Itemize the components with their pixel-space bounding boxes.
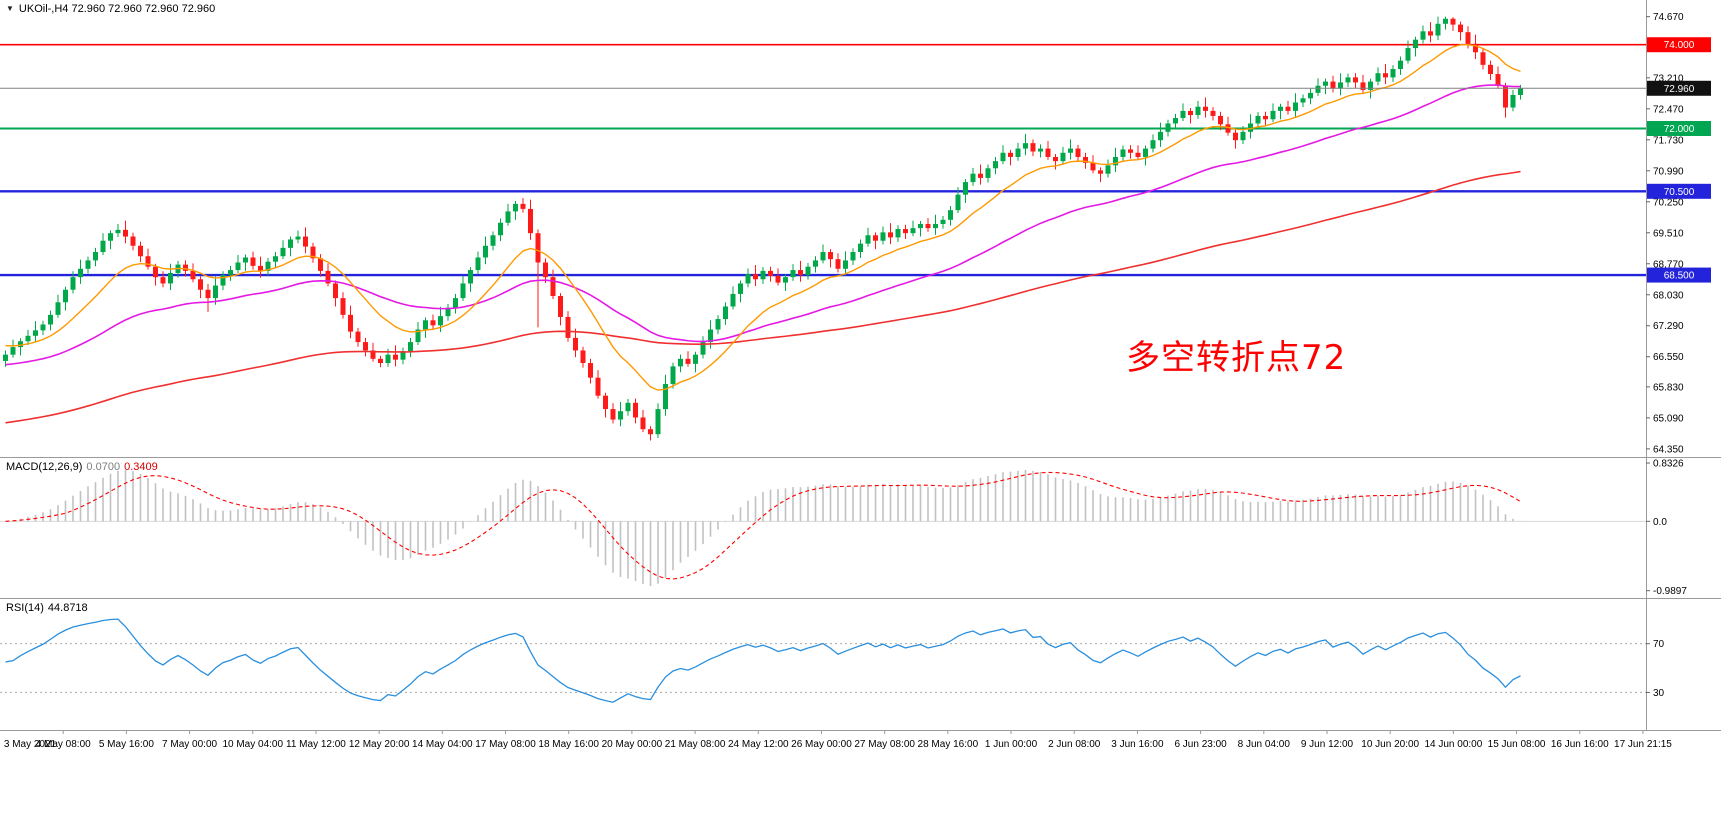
time-axis-label: 11 May 12:00 bbox=[286, 739, 346, 750]
time-axis-label: 17 Jun 21:15 bbox=[1614, 739, 1672, 750]
time-axis-label: 16 Jun 16:00 bbox=[1551, 739, 1609, 750]
rsi-line bbox=[5, 618, 1521, 703]
time-axis-label: 3 Jun 16:00 bbox=[1111, 739, 1164, 750]
rsi-panel bbox=[0, 618, 1646, 703]
macd-tick-label: 0.8326 bbox=[1653, 459, 1684, 470]
rsi-name: RSI(14) bbox=[6, 602, 44, 614]
price-tick-label: 74.670 bbox=[1653, 12, 1684, 23]
price-tick-label: 70.250 bbox=[1653, 197, 1684, 208]
price-badge bbox=[1647, 37, 1711, 53]
time-axis-label: 10 May 04:00 bbox=[222, 739, 283, 750]
macd-name: MACD(12,26,9) bbox=[6, 461, 83, 473]
price-badge bbox=[1647, 80, 1711, 96]
chart-header: ▼ UKOil-,H4 72.960 72.960 72.960 72.960 bbox=[6, 3, 215, 15]
symbol-ohlc-label: UKOil-,H4 72.960 72.960 72.960 72.960 bbox=[18, 3, 216, 15]
macd-tick-label: -0.9897 bbox=[1653, 586, 1687, 597]
moving-averages bbox=[5, 43, 1521, 424]
ma-mid-magenta bbox=[5, 84, 1521, 366]
price-badge bbox=[1647, 120, 1711, 136]
time-axis-label: 20 May 00:00 bbox=[602, 739, 663, 750]
time-axis-label: 2 Jun 08:00 bbox=[1048, 739, 1101, 750]
macd-signal-value: 0.3409 bbox=[124, 461, 158, 473]
price-badge bbox=[1647, 183, 1711, 199]
price-badge-label: 72.960 bbox=[1664, 84, 1695, 95]
macd-main-value: 0.0700 bbox=[86, 461, 121, 473]
price-tick-label: 71.730 bbox=[1653, 135, 1684, 146]
price-tick-label: 65.830 bbox=[1653, 382, 1684, 393]
symbol-dropdown-icon[interactable]: ▼ bbox=[6, 4, 14, 13]
time-axis-label: 27 May 08:00 bbox=[854, 739, 915, 750]
price-tick-label: 68.770 bbox=[1653, 259, 1684, 270]
time-axis-label: 3 May 2021 bbox=[4, 739, 57, 750]
time-axis-label: 12 May 20:00 bbox=[349, 739, 410, 750]
time-axis-label: 18 May 16:00 bbox=[538, 739, 599, 750]
price-tick-label: 65.090 bbox=[1653, 413, 1684, 424]
price-badge-label: 72.000 bbox=[1664, 124, 1695, 135]
time-axis-label: 14 Jun 00:00 bbox=[1424, 739, 1482, 750]
price-badge-label: 74.000 bbox=[1664, 40, 1695, 51]
macd-signal-line bbox=[5, 471, 1521, 580]
ma-fast-orange bbox=[5, 43, 1521, 391]
price-tick-label: 67.290 bbox=[1653, 321, 1684, 332]
time-axis-label: 28 May 16:00 bbox=[918, 739, 979, 750]
price-tick-label: 68.030 bbox=[1653, 290, 1684, 301]
price-tick-label: 69.510 bbox=[1653, 228, 1684, 239]
time-axis-label: 6 Jun 23:00 bbox=[1174, 739, 1227, 750]
price-tick-label: 72.470 bbox=[1653, 104, 1684, 115]
time-axis-label: 21 May 08:00 bbox=[665, 739, 726, 750]
time-axis-label: 9 Jun 12:00 bbox=[1301, 739, 1354, 750]
chart-annotation-text[interactable]: 多空转折点72 bbox=[1126, 338, 1347, 378]
rsi-indicator-label: RSI(14) 44.8718 bbox=[6, 602, 88, 614]
macd-indicator-label: MACD(12,26,9) 0.0700 0.3409 bbox=[6, 461, 158, 473]
time-axis-label: 14 May 04:00 bbox=[412, 739, 473, 750]
time-axis-label: 8 Jun 04:00 bbox=[1238, 739, 1291, 750]
rsi-value: 44.8718 bbox=[47, 602, 88, 614]
rsi-tick-label: 70 bbox=[1653, 639, 1665, 650]
candles bbox=[3, 16, 1523, 441]
price-tick-label: 64.350 bbox=[1653, 444, 1684, 455]
time-axis-label: 7 May 00:00 bbox=[162, 739, 217, 750]
time-axis-label: 24 May 12:00 bbox=[728, 739, 789, 750]
macd-tick-label: 0.0 bbox=[1653, 517, 1667, 528]
time-axis-label: 15 Jun 08:00 bbox=[1488, 739, 1546, 750]
price-tick-label: 66.550 bbox=[1653, 352, 1684, 363]
time-axis-label: 17 May 08:00 bbox=[475, 739, 536, 750]
price-level-lines bbox=[0, 43, 1646, 277]
time-axis-label: 26 May 00:00 bbox=[791, 739, 852, 750]
price-tick-label: 73.210 bbox=[1653, 73, 1684, 84]
time-axis-label: 5 May 16:00 bbox=[99, 739, 154, 750]
price-badge bbox=[1647, 267, 1711, 283]
axes[interactable]: 74.670 73.210 72.470 71.730 70.990 70.250 69.5… bbox=[0, 0, 1721, 731]
time-axis-label: 4 May 08:00 bbox=[36, 739, 91, 750]
price-badge-label: 70.500 bbox=[1664, 187, 1695, 198]
rsi-tick-label: 30 bbox=[1653, 688, 1665, 699]
time-axis-label: 10 Jun 20:00 bbox=[1361, 739, 1419, 750]
time-axis-label: 1 Jun 00:00 bbox=[985, 739, 1038, 750]
price-tick-label: 70.990 bbox=[1653, 166, 1684, 177]
macd-panel bbox=[0, 469, 1646, 587]
ma-slow-red bbox=[5, 170, 1521, 424]
price-badge-label: 68.500 bbox=[1664, 271, 1695, 282]
